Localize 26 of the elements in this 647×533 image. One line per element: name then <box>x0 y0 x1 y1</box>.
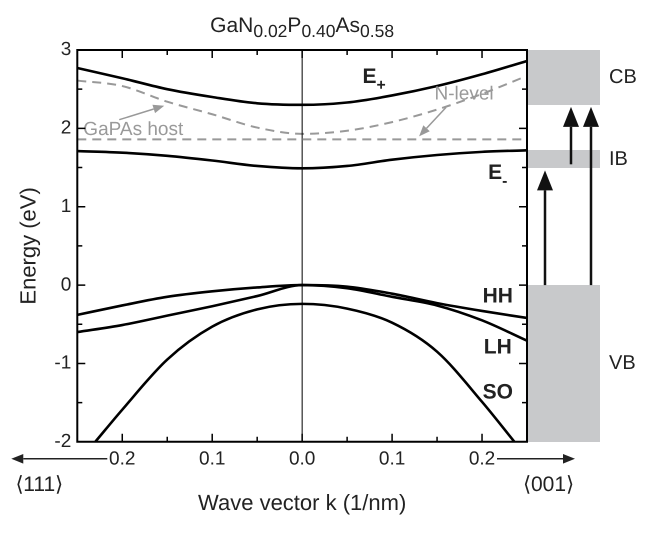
y-tick-label: -2 <box>54 431 72 452</box>
y-axis-title: Energy (eV) <box>15 187 40 305</box>
x-tick-label: 0.1 <box>378 448 406 470</box>
y-tick-label: -1 <box>54 352 72 374</box>
x-tick-label: 0.0 <box>288 448 316 470</box>
x-axis-title: Wave vector k (1/nm) <box>198 490 406 515</box>
text: IB <box>609 147 628 172</box>
y-tick-label: 0 <box>60 274 72 296</box>
y-tick-label: 1 <box>60 196 72 217</box>
text: VB <box>609 351 636 376</box>
annotation: SO <box>482 380 513 404</box>
y-tick-label: 3 <box>60 39 72 60</box>
annotation: GaPAs host <box>83 118 184 140</box>
chart-title: GaN$_{0.02}$P$_{0.40}$As$_{0.58}$ <box>209 14 396 42</box>
x-tick-label: 0.1 <box>198 448 226 470</box>
text: CB <box>609 65 637 90</box>
x-tick-label: 0.2 <box>109 448 136 470</box>
annotation: E- <box>488 161 508 190</box>
y-tick-label: 2 <box>60 118 72 139</box>
annotation: E+ <box>362 65 386 94</box>
annotation: HH <box>482 284 513 308</box>
text: ⟨001⟩ <box>523 472 574 497</box>
ref-line-label: N-level <box>434 84 494 105</box>
annotation: LH <box>484 336 512 359</box>
text: ⟨111⟩ <box>15 472 64 497</box>
x-tick-label: 0.2 <box>468 448 496 470</box>
